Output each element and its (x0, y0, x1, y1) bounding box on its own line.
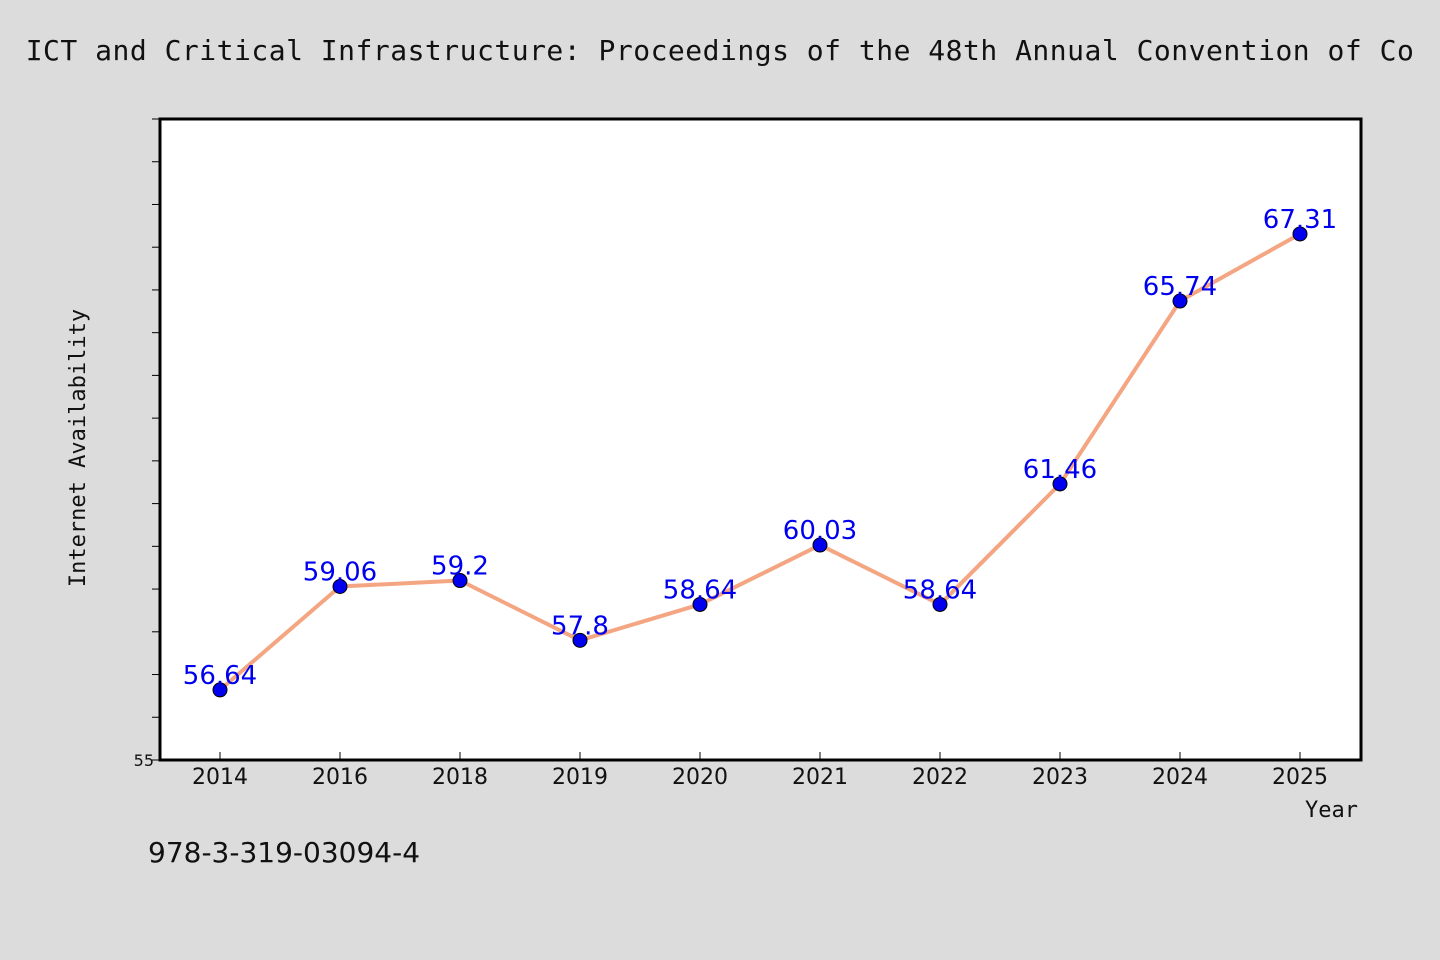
x-tick-label: 2024 (1152, 765, 1208, 790)
x-tick-label: 2025 (1272, 765, 1328, 790)
x-axis-ticks: 2014 2016 2018 2019 2020 2021 2022 2023 2024 2025 (192, 752, 1328, 790)
data-label: 59.06 (303, 558, 377, 588)
x-tick-label: 2018 (432, 765, 488, 790)
data-label: 56.64 (183, 661, 257, 691)
series-line (218, 232, 1301, 692)
data-point (212, 682, 228, 698)
x-tick-label: 2021 (792, 765, 848, 790)
data-point (1172, 293, 1188, 309)
y-axis-label: Internet Availability (66, 309, 91, 587)
data-label: 61.46 (1023, 455, 1097, 485)
y-tick-label: 55 (134, 751, 154, 770)
chart-title: ICT and Critical Infrastructure: Proceed… (25, 34, 1415, 67)
data-label: 60.03 (783, 516, 857, 546)
data-label: 58.64 (663, 575, 737, 605)
data-point (332, 579, 348, 595)
data-label: 59.2 (431, 552, 489, 582)
isbn-footnote: 978-3-319-03094-4 (148, 836, 421, 869)
data-point (932, 596, 948, 612)
x-tick-label: 2023 (1032, 765, 1088, 790)
x-tick-label: 2020 (672, 765, 728, 790)
data-point (692, 596, 708, 612)
plot-area (158, 117, 1363, 762)
y-axis-ticks: 55 (134, 118, 160, 770)
x-tick-label: 2022 (912, 765, 968, 790)
data-label: 57.8 (551, 611, 609, 641)
x-tick-label: 2014 (192, 765, 248, 790)
data-point (812, 537, 828, 553)
series-group: 56.64 59.06 59.2 57.8 58.64 60.03 58.64 61.46 65… (183, 205, 1337, 698)
x-tick-label: 2019 (552, 765, 608, 790)
data-point (572, 632, 588, 648)
data-point (452, 573, 468, 589)
x-axis-label: Year (1305, 798, 1358, 823)
data-label: 65.74 (1143, 272, 1217, 302)
data-label: 58.64 (903, 575, 977, 605)
x-tick-label: 2016 (312, 765, 368, 790)
data-point (1052, 476, 1068, 492)
data-label: 67.31 (1263, 205, 1337, 235)
data-point (1292, 226, 1308, 242)
